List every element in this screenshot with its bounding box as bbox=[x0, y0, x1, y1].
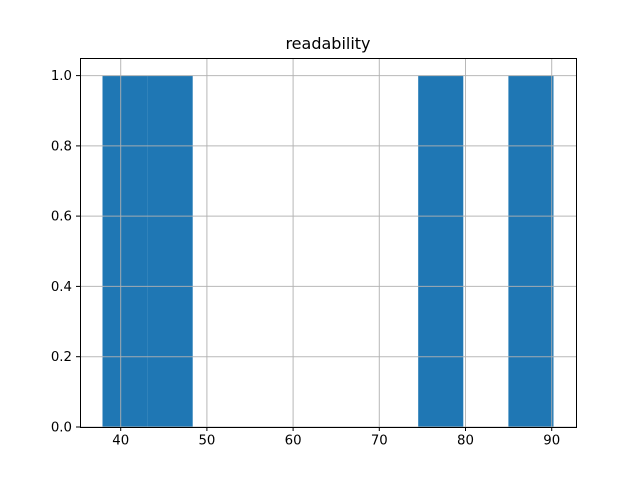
y-tick-label: 0.8 bbox=[51, 139, 72, 154]
histogram-bar bbox=[508, 75, 554, 427]
x-tick-label: 90 bbox=[543, 434, 560, 449]
chart-title: readability bbox=[285, 34, 371, 53]
x-tick-label: 60 bbox=[285, 434, 302, 449]
x-tick-label: 80 bbox=[457, 434, 474, 449]
histogram-bar bbox=[102, 75, 148, 427]
y-tick-label: 1.0 bbox=[51, 69, 72, 84]
x-tick-label: 50 bbox=[198, 434, 215, 449]
y-tick-label: 0.2 bbox=[51, 350, 72, 365]
histogram-bar bbox=[418, 75, 464, 427]
histogram-bar bbox=[147, 75, 193, 427]
x-tick-label: 70 bbox=[371, 434, 388, 449]
y-tick-label: 0.4 bbox=[51, 280, 72, 295]
plot-border bbox=[80, 58, 577, 428]
y-tick-label: 0.6 bbox=[51, 210, 72, 225]
y-tick-label: 0.0 bbox=[51, 421, 72, 436]
x-tick-label: 40 bbox=[112, 434, 129, 449]
